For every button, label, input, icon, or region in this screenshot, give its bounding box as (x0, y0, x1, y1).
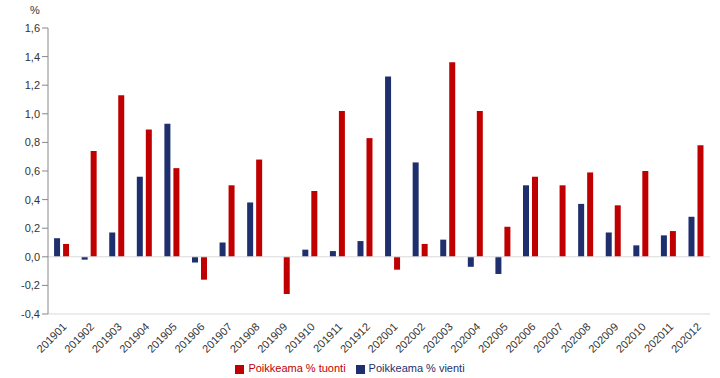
svg-text:201901: 201901 (34, 320, 68, 354)
svg-text:202001: 202001 (365, 320, 399, 354)
svg-text:201906: 201906 (172, 320, 206, 354)
svg-text:202010: 202010 (614, 320, 648, 354)
svg-text:1,4: 1,4 (25, 51, 40, 63)
svg-text:0,2: 0,2 (25, 222, 40, 234)
html-text:Poikkeama % tuonti: Poikkeama % tuonti (248, 362, 346, 374)
html-text:Poikkeama % vienti: Poikkeama % vienti (368, 362, 465, 374)
svg-text:202009: 202009 (586, 320, 620, 354)
svg-text:201904: 201904 (117, 320, 151, 354)
svg-text:201905: 201905 (145, 320, 179, 354)
svg-text:1,0: 1,0 (25, 108, 40, 120)
svg-text:202006: 202006 (503, 320, 537, 354)
svg-text:201910: 201910 (283, 320, 317, 354)
svg-text:0,6: 0,6 (25, 165, 40, 177)
svg-text:202008: 202008 (558, 320, 592, 354)
svg-text:-0,4: -0,4 (21, 308, 40, 320)
svg-text:202005: 202005 (476, 320, 510, 354)
svg-text:201909: 201909 (255, 320, 289, 354)
svg-text:201912: 201912 (338, 320, 372, 354)
svg-text:201903: 201903 (89, 320, 123, 354)
svg-text:0,0: 0,0 (25, 251, 40, 263)
svg-text:202004: 202004 (448, 320, 482, 354)
svg-text:201902: 201902 (62, 320, 96, 354)
svg-text:1,6: 1,6 (25, 22, 40, 34)
svg-text:202003: 202003 (420, 320, 454, 354)
svg-text:-0,2: -0,2 (21, 279, 40, 291)
svg-text:202012: 202012 (669, 320, 703, 354)
svg-text:0,4: 0,4 (25, 194, 40, 206)
svg-text:1,2: 1,2 (25, 79, 40, 91)
svg-text:202002: 202002 (393, 320, 427, 354)
svg-text:201908: 201908 (227, 320, 261, 354)
svg-text:0,8: 0,8 (25, 136, 40, 148)
svg-text:202007: 202007 (531, 320, 565, 354)
svg-text:201911: 201911 (310, 320, 345, 355)
svg-text:202011: 202011 (641, 320, 676, 355)
svg-text:201907: 201907 (200, 320, 234, 354)
